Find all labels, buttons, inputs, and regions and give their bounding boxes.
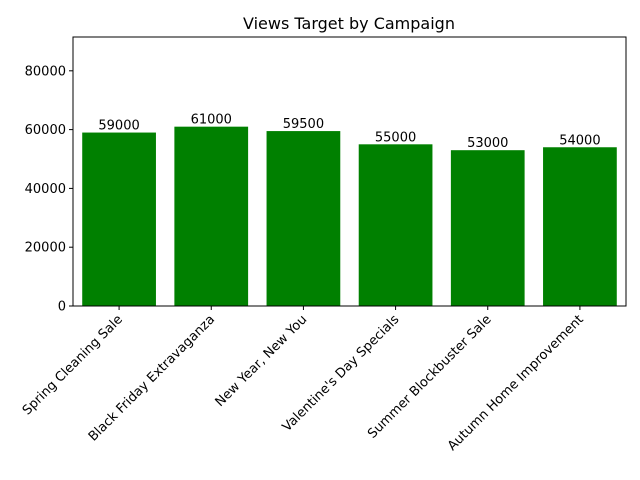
data-label: 53000 <box>467 136 508 151</box>
bar <box>450 150 525 306</box>
bar <box>358 144 433 306</box>
y-tick-label: 80000 <box>25 64 66 79</box>
plot-area: 59000 61000 59500 55000 53000 54000 0 20000 4000… <box>20 36 627 454</box>
bar <box>543 147 617 306</box>
y-tick-label: 20000 <box>25 241 66 256</box>
data-label: 54000 <box>559 133 600 148</box>
x-tick-label: New Year, New You <box>213 312 311 410</box>
data-label: 61000 <box>191 113 232 128</box>
y-tick-label: 60000 <box>25 123 66 138</box>
y-tick-label: 0 <box>58 300 66 315</box>
data-label: 55000 <box>375 130 416 145</box>
x-tick-label: Spring Cleaning Sale <box>20 312 126 418</box>
axes-frame <box>72 36 627 307</box>
data-label: 59500 <box>283 117 324 132</box>
bar <box>82 132 156 306</box>
data-label: 59000 <box>98 119 139 134</box>
chart-title: Views Target by Campaign <box>243 14 455 33</box>
y-tick-label: 40000 <box>25 182 66 197</box>
bar <box>266 131 341 306</box>
bar <box>174 126 249 306</box>
